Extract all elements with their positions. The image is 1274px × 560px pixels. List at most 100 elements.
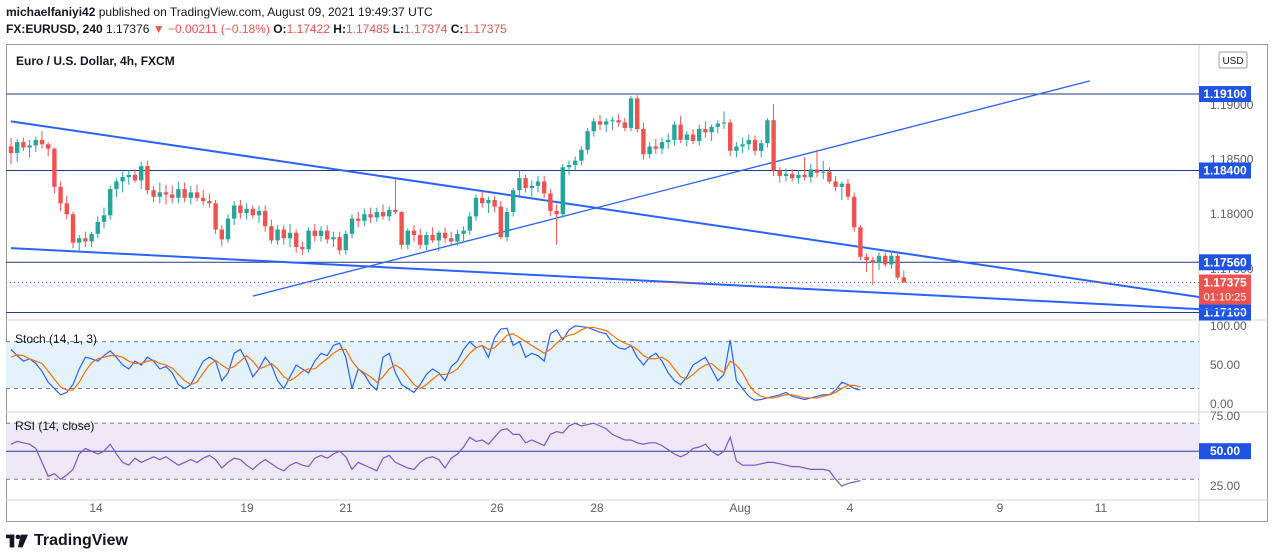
brand-name: TradingView — [34, 532, 128, 549]
candle-body — [666, 139, 671, 143]
candle — [225, 214, 231, 243]
candle-body — [368, 214, 373, 218]
candle-body — [777, 170, 782, 176]
candle-body — [39, 139, 45, 145]
candle-body — [256, 210, 262, 216]
candle — [765, 118, 770, 148]
candle — [145, 160, 150, 195]
candle-body — [201, 197, 206, 202]
candle-body — [641, 128, 646, 155]
candle — [362, 208, 367, 227]
candle — [436, 230, 441, 252]
candle-body — [120, 177, 125, 182]
candle-body — [504, 212, 510, 238]
candle — [132, 169, 138, 183]
candle-body — [616, 120, 621, 123]
candle-body — [746, 139, 751, 145]
candle — [839, 181, 844, 201]
candle-body — [182, 189, 187, 198]
level-price-label: 1.19100 — [1203, 87, 1247, 101]
candle — [721, 111, 727, 129]
candle-body — [473, 197, 479, 217]
candle-body — [554, 210, 559, 215]
candle-body — [635, 98, 640, 129]
candle-body — [653, 146, 658, 149]
candle-body — [275, 229, 280, 241]
candle — [628, 96, 634, 132]
candle-body — [628, 98, 634, 128]
candle — [802, 157, 807, 181]
candle-body — [901, 277, 906, 283]
candle — [39, 131, 45, 149]
candle — [287, 224, 293, 247]
candle — [467, 212, 472, 235]
candle — [349, 214, 355, 239]
candle-body — [498, 206, 503, 238]
candle-body — [194, 192, 200, 198]
candle-body — [715, 123, 720, 127]
candle — [387, 206, 392, 221]
candle-body — [455, 233, 460, 242]
candle — [876, 252, 882, 270]
candle-body — [486, 200, 491, 204]
stoch-axis-tick: 100.00 — [1210, 319, 1247, 333]
candle-body — [349, 218, 355, 234]
candle — [480, 191, 485, 208]
candle — [883, 252, 888, 267]
trendline-rising-line — [252, 80, 1090, 297]
candle-body — [126, 174, 131, 178]
candle — [331, 231, 336, 247]
candle — [895, 251, 900, 280]
trendline-lower-channel — [10, 247, 1245, 313]
chart-frame[interactable] — [6, 44, 1268, 522]
tradingview-logo-icon — [6, 534, 28, 548]
candle-body — [219, 229, 224, 240]
candle — [207, 193, 212, 208]
candle-body — [480, 197, 485, 204]
candle-body — [821, 171, 826, 173]
candle — [858, 225, 863, 261]
level-price-badge — [1199, 254, 1251, 271]
candle — [27, 139, 32, 158]
chart-canvas[interactable]: Euro / U.S. Dollar, 4h, FXCM USD1.190001.… — [0, 0, 1274, 528]
candle-body — [411, 230, 417, 235]
candle-body — [151, 190, 156, 197]
candle-body — [852, 196, 857, 228]
candle-body — [157, 192, 162, 197]
candle-body — [672, 124, 677, 140]
time-axis-tick: 26 — [490, 501, 504, 515]
candle-body — [95, 221, 100, 234]
candle-body — [560, 167, 565, 215]
candle-body — [697, 128, 702, 142]
candle — [294, 229, 299, 253]
candle — [77, 234, 82, 252]
candle-body — [58, 186, 63, 204]
stoch-axis-tick: 50.00 — [1210, 358, 1240, 372]
currency-button-label: USD — [1222, 56, 1243, 67]
candle — [852, 192, 857, 232]
candle — [318, 226, 324, 242]
candle — [870, 256, 875, 286]
publish-text: published on TradingView.com, August 09,… — [95, 5, 433, 19]
candle-body — [21, 142, 26, 148]
candle — [455, 229, 460, 246]
candle — [678, 115, 683, 144]
candle-body — [442, 232, 448, 239]
candle-body — [802, 174, 807, 178]
candle — [579, 146, 584, 166]
level-price-badge — [1199, 86, 1251, 103]
candle-body — [604, 121, 609, 125]
currency-button[interactable] — [1218, 51, 1248, 69]
candle — [157, 182, 162, 204]
stoch-axis-tick: 0.00 — [1210, 397, 1234, 411]
tradingview-logo[interactable]: TradingView — [6, 532, 128, 550]
level-price-label: 1.18400 — [1203, 164, 1247, 178]
candle-body — [573, 160, 578, 166]
candle — [101, 207, 107, 229]
candle-body — [337, 237, 342, 251]
candle — [232, 201, 237, 226]
low-label: L: — [392, 22, 405, 36]
chart-title: Euro / U.S. Dollar, 4h, FXCM — [16, 54, 175, 68]
candle-body — [876, 255, 882, 263]
candle-body — [405, 230, 410, 245]
